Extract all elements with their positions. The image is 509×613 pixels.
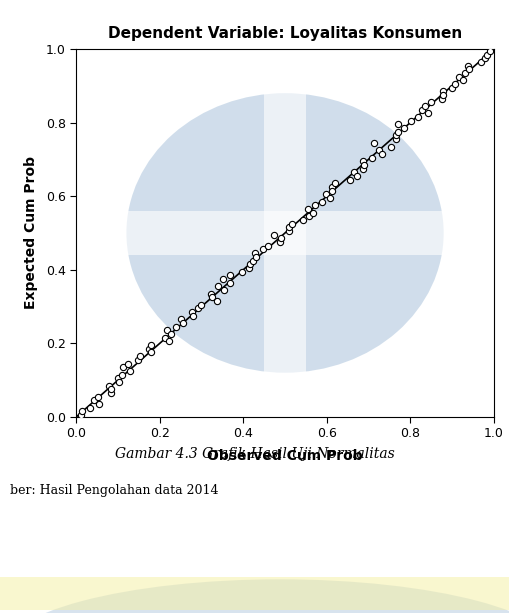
Text: ber: Hasil Pengolahan data 2014: ber: Hasil Pengolahan data 2014 (10, 484, 219, 497)
Y-axis label: Expected Cum Prob: Expected Cum Prob (23, 156, 38, 310)
FancyBboxPatch shape (0, 577, 509, 611)
X-axis label: Observed Cum Prob: Observed Cum Prob (207, 449, 363, 463)
Title: Dependent Variable: Loyalitas Konsumen: Dependent Variable: Loyalitas Konsumen (108, 26, 462, 41)
Circle shape (0, 579, 509, 613)
Bar (264, 93, 306, 373)
Circle shape (126, 93, 444, 373)
Bar (126, 211, 444, 255)
Text: Gambar 4.3 Grafik Hasil Uji Normalitas: Gambar 4.3 Grafik Hasil Uji Normalitas (115, 447, 394, 462)
